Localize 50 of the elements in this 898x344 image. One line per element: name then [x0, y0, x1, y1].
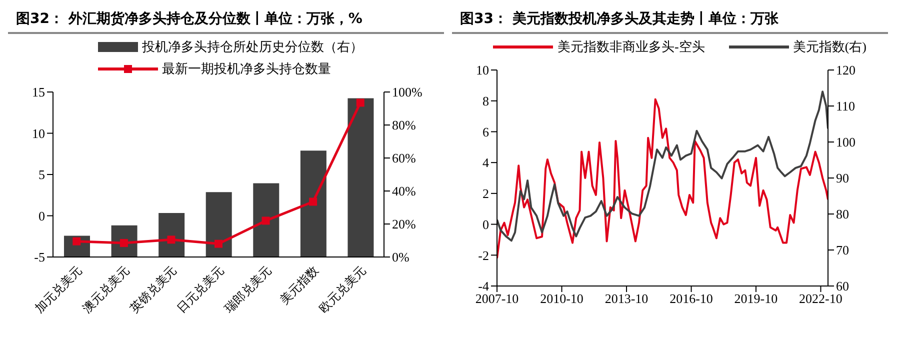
point — [309, 198, 318, 206]
y-tick-label: 0 — [482, 216, 489, 232]
x-tick-label: 2007-10 — [475, 291, 519, 306]
y2-tick-label: 110 — [836, 98, 856, 114]
legend-label: 最新一期投机净多头持仓数量 — [162, 60, 331, 78]
y-tick-label: 6 — [482, 124, 490, 140]
y-tick-label: 10 — [476, 62, 489, 78]
x-tick-label: 2022-10 — [799, 291, 842, 306]
bar — [300, 150, 326, 257]
x-tick-label: 2013-10 — [604, 291, 648, 306]
y-tick-label: 0 — [38, 208, 45, 224]
legend-label: 投机净多头持仓所处历史分位数（右） — [142, 38, 363, 56]
y2-tick-label: 0% — [392, 250, 410, 265]
bar — [253, 183, 280, 257]
y2-tick-label: 100 — [836, 134, 856, 150]
point — [356, 98, 364, 107]
legend-label: 美元指数(右) — [792, 38, 866, 56]
y2-tick-label: 90 — [836, 170, 849, 186]
y2-tick-label: 40% — [392, 184, 416, 199]
point — [167, 236, 176, 244]
y2-tick-label: 120 — [836, 62, 856, 78]
bar — [158, 212, 185, 257]
legend-label: 美元指数非商业多头-空头 — [557, 38, 705, 56]
chart-title: 图33： 美元指数投机净多头及其走势丨单位：万张 — [452, 8, 888, 34]
chart-title: 图32： 外汇期货净多头持仓及分位数丨单位：万张，% — [8, 8, 444, 34]
y2-tick-label: 80 — [836, 206, 849, 222]
point — [262, 216, 270, 225]
x-tick-label: 2016-10 — [670, 291, 713, 306]
y-tick-label: 4 — [482, 155, 490, 170]
y-tick-label: 2 — [482, 186, 489, 202]
y2-tick-label: 60 — [836, 278, 849, 294]
y-tick-label: 5 — [38, 167, 45, 182]
x-tick-label: 2019-10 — [734, 291, 778, 306]
y-tick-label: 8 — [482, 93, 489, 108]
y2-tick-label: 60% — [392, 150, 416, 166]
point — [214, 240, 222, 248]
y-tick-label: 10 — [32, 126, 45, 141]
point — [72, 237, 81, 246]
y2-tick-label: 70 — [836, 242, 849, 258]
bar — [206, 192, 232, 257]
bar — [348, 98, 374, 257]
y-tick-label: -4 — [478, 278, 490, 294]
y-tick-label: -2 — [478, 248, 489, 263]
y2-tick-label: 80% — [392, 118, 416, 133]
x-tick-label: 欧元兑美元 — [316, 263, 369, 316]
x-tick-label: 2010-10 — [540, 291, 584, 306]
y2-tick-label: 20% — [392, 216, 416, 232]
y-tick-label: -5 — [34, 250, 45, 265]
y2-tick-label: 100% — [392, 84, 422, 100]
y-tick-label: 15 — [32, 84, 45, 100]
